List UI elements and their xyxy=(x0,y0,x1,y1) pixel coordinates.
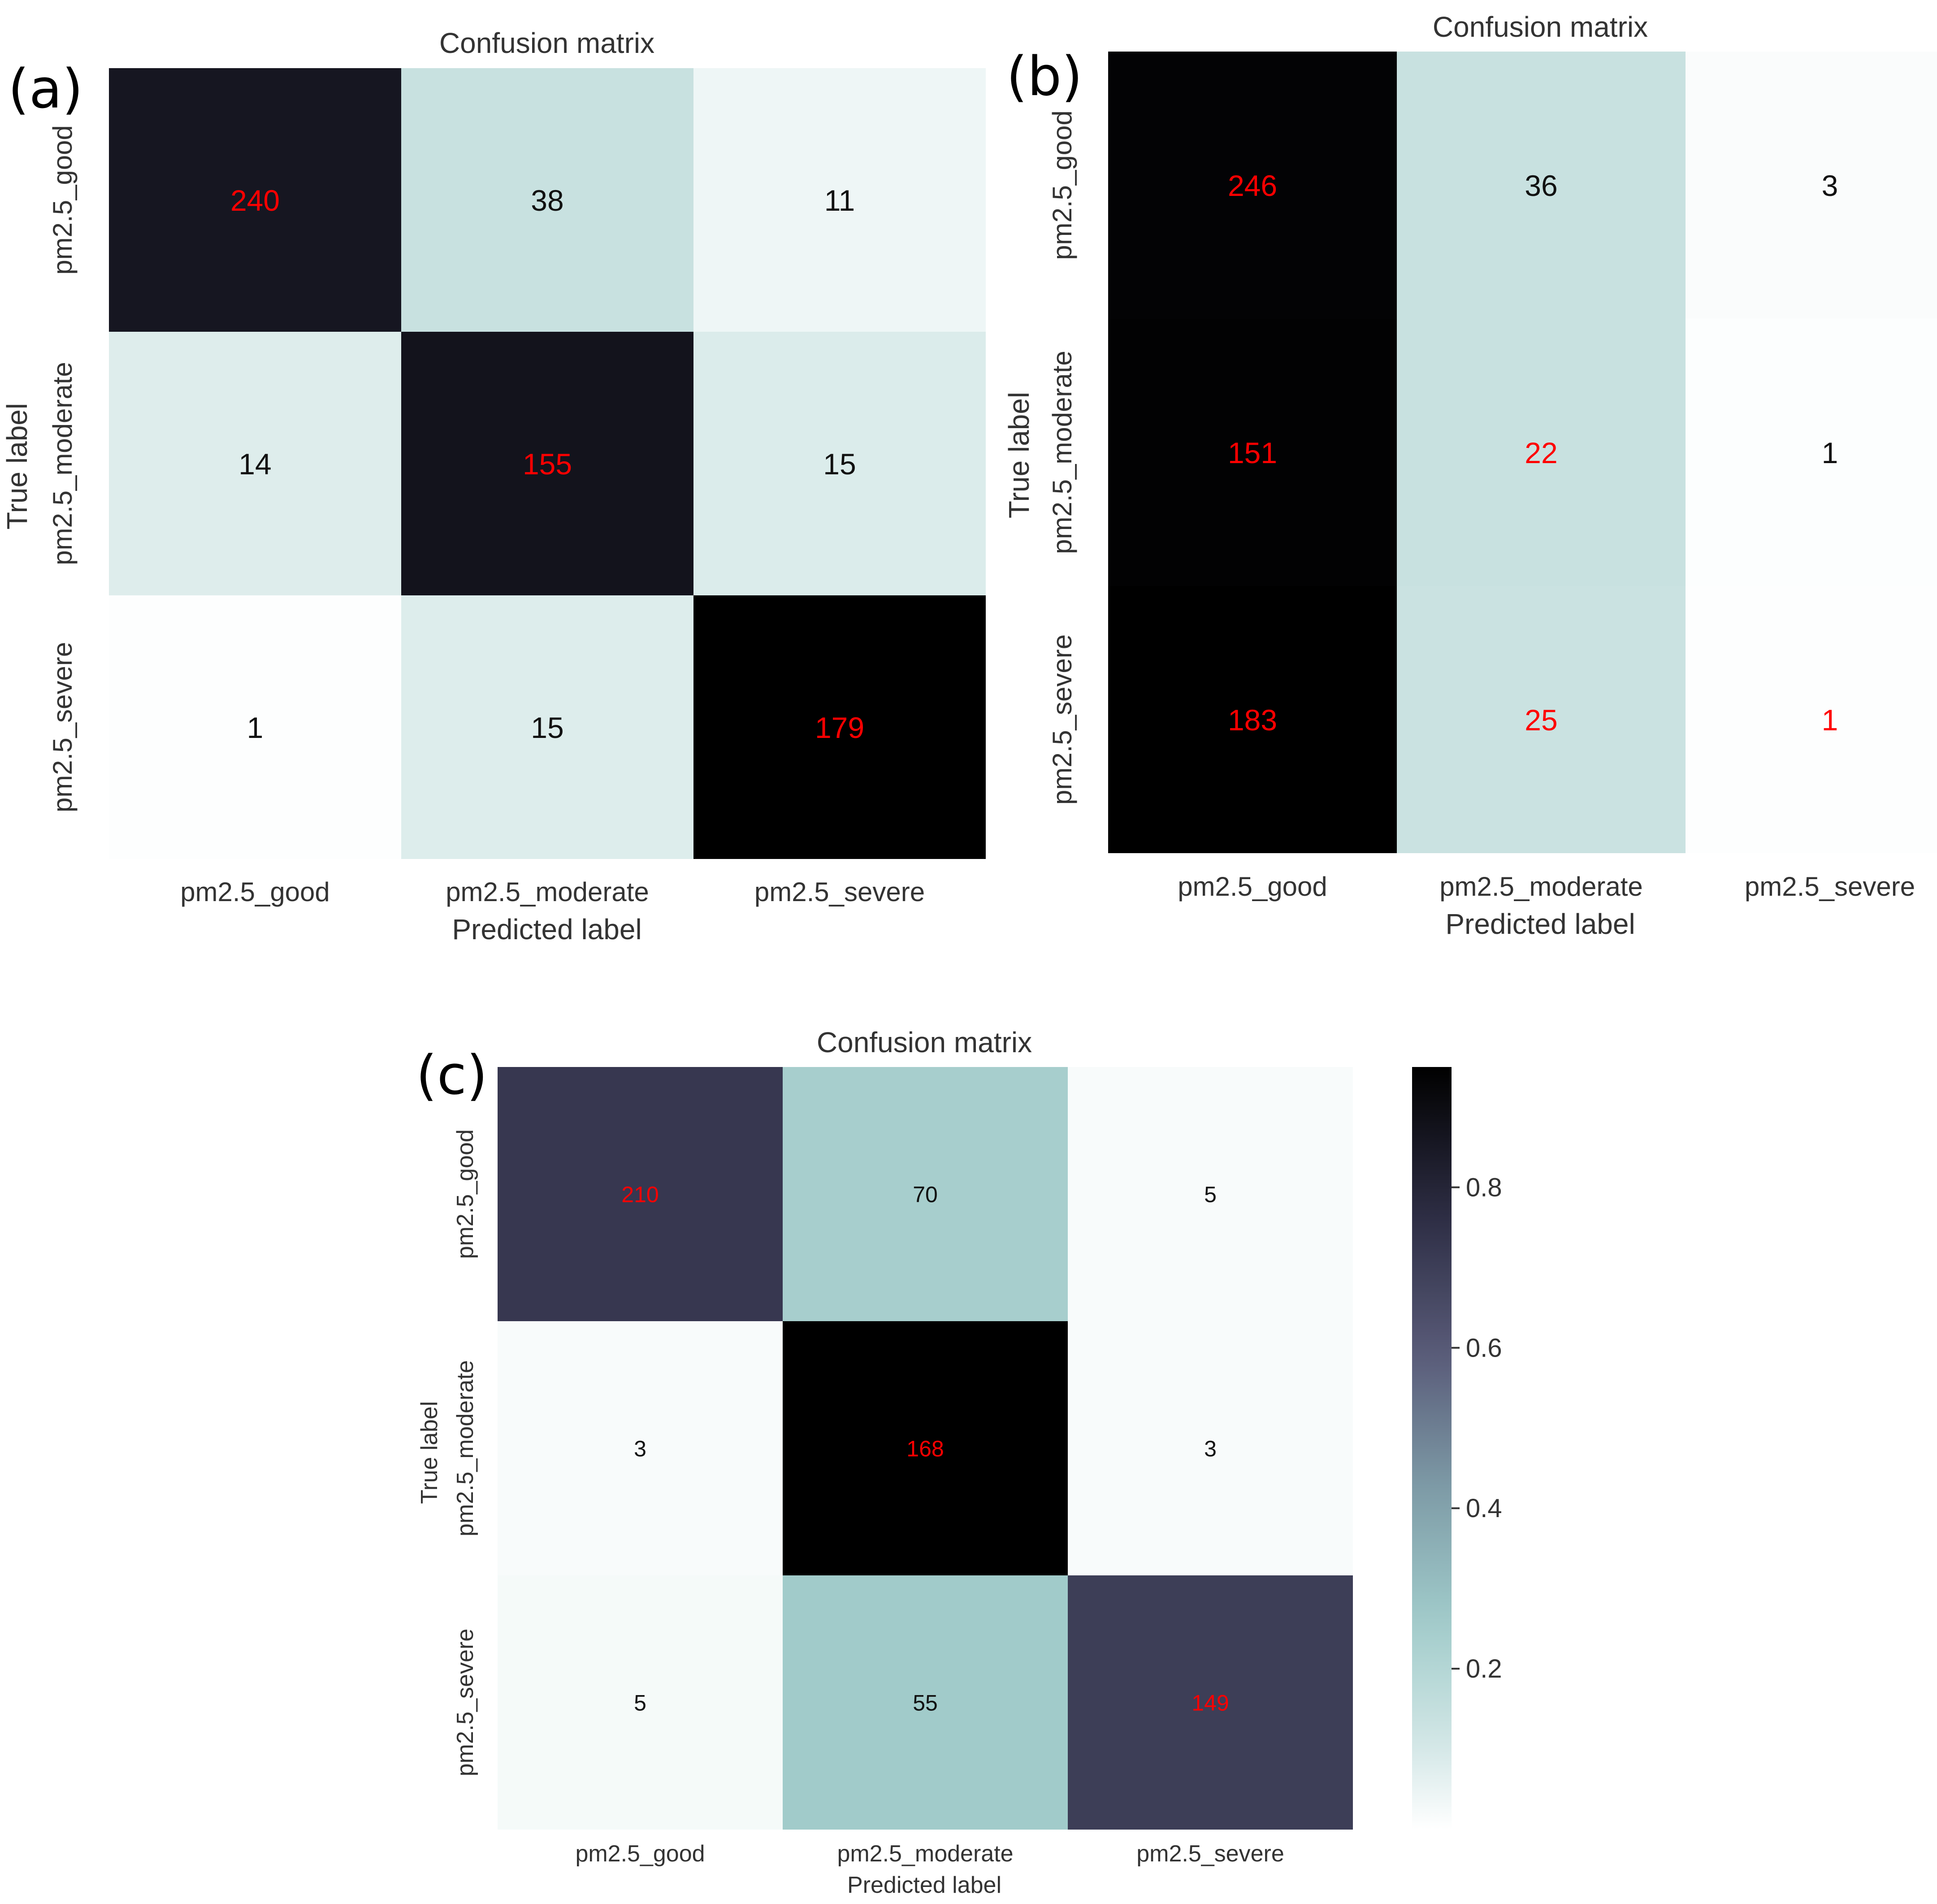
y-tick-label-severe: pm2.5_severe xyxy=(48,642,78,812)
cell-value-moderate-good: 14 xyxy=(238,447,271,481)
cell-moderate-good xyxy=(109,332,401,595)
cell-value-moderate-moderate: 155 xyxy=(523,447,572,481)
x-tick-label-moderate: pm2.5_moderate xyxy=(446,877,649,907)
cell-value-severe-severe: 179 xyxy=(815,711,864,744)
cell-value-good-severe: 3 xyxy=(1822,169,1838,202)
cell-value-moderate-severe: 1 xyxy=(1822,436,1838,469)
cell-value-moderate-moderate: 168 xyxy=(906,1436,944,1462)
y-tick-label-good: pm2.5_good xyxy=(48,125,78,275)
y-tick-label-severe: pm2.5_severe xyxy=(1047,634,1077,805)
cell-value-good-good: 210 xyxy=(621,1182,659,1207)
x-tick-label-good: pm2.5_good xyxy=(575,1841,705,1867)
cell-good-severe xyxy=(693,68,986,332)
y-tick-label-moderate: pm2.5_moderate xyxy=(1047,351,1077,554)
cell-value-good-severe: 5 xyxy=(1204,1182,1217,1207)
cell-severe-good xyxy=(1108,586,1397,853)
cell-severe-moderate xyxy=(401,595,693,859)
cell-value-good-moderate: 38 xyxy=(531,184,563,217)
panel-label: (a) xyxy=(8,58,83,121)
chart-title: Confusion matrix xyxy=(1433,11,1648,43)
cell-value-good-moderate: 70 xyxy=(913,1182,938,1207)
cell-value-good-good: 246 xyxy=(1228,169,1277,202)
cell-value-good-good: 240 xyxy=(230,184,280,217)
cell-value-severe-good: 183 xyxy=(1228,703,1277,737)
cell-value-moderate-good: 3 xyxy=(634,1436,646,1462)
x-tick-label-moderate: pm2.5_moderate xyxy=(837,1841,1013,1867)
chart-title: Confusion matrix xyxy=(439,27,654,59)
cell-good-severe xyxy=(1686,52,1937,319)
x-axis-label: Predicted label xyxy=(1445,908,1635,940)
x-tick-label-severe: pm2.5_severe xyxy=(754,877,925,907)
y-tick-label-good: pm2.5_good xyxy=(1047,110,1077,260)
confusion-matrix-panel-2: 246 36 3 151 22 1 183 25 1 pm2.5_good pm2.5_modera… xyxy=(1003,11,1937,940)
chart-title: Confusion matrix xyxy=(817,1026,1032,1058)
colorbar-tick-label: 0.2 xyxy=(1466,1654,1502,1683)
cell-good-moderate xyxy=(783,1067,1068,1321)
cell-severe-moderate xyxy=(783,1575,1068,1830)
panel-label: (c) xyxy=(416,1045,488,1107)
cell-severe-moderate xyxy=(1397,586,1686,853)
cell-value-severe-moderate: 15 xyxy=(531,711,563,744)
cell-good-good xyxy=(1108,52,1397,319)
cell-moderate-severe xyxy=(1068,1321,1353,1575)
cell-good-moderate xyxy=(401,68,693,332)
y-tick-label-severe: pm2.5_severe xyxy=(452,1629,478,1777)
cell-good-moderate xyxy=(1397,52,1686,319)
colorbar-tick-label: 0.6 xyxy=(1466,1333,1502,1362)
cell-value-moderate-severe: 3 xyxy=(1204,1436,1217,1462)
y-axis-label: True label xyxy=(1,403,33,529)
x-tick-label-good: pm2.5_good xyxy=(180,877,330,907)
x-tick-label-severe: pm2.5_severe xyxy=(1136,1841,1284,1867)
cell-moderate-moderate xyxy=(401,332,693,595)
confusion-matrix-panel-1: 240 38 11 14 155 15 1 15 179 pm2.5_good pm2.5_mode… xyxy=(1,27,986,945)
cell-good-severe xyxy=(1068,1067,1353,1321)
x-axis-label: Predicted label xyxy=(452,913,641,945)
cell-moderate-severe xyxy=(1686,319,1937,586)
cell-severe-good xyxy=(498,1575,783,1830)
cell-value-good-moderate: 36 xyxy=(1525,169,1557,202)
y-tick-label-moderate: pm2.5_moderate xyxy=(452,1360,478,1536)
y-axis-label: True label xyxy=(1003,392,1035,518)
cell-value-severe-moderate: 55 xyxy=(913,1691,938,1716)
cell-moderate-moderate xyxy=(1397,319,1686,586)
colorbar-tick-label: 0.4 xyxy=(1466,1494,1502,1523)
cell-value-good-severe: 11 xyxy=(824,184,855,217)
cell-moderate-good xyxy=(1108,319,1397,586)
y-tick-label-good: pm2.5_good xyxy=(452,1129,478,1259)
cell-good-good xyxy=(109,68,401,332)
cell-value-severe-good: 1 xyxy=(247,711,264,744)
cell-severe-severe xyxy=(1686,586,1937,853)
cell-value-severe-severe: 149 xyxy=(1192,1691,1229,1716)
colorbar xyxy=(1412,1067,1452,1829)
cell-moderate-good xyxy=(498,1321,783,1575)
cell-severe-severe xyxy=(693,595,986,859)
cell-value-moderate-good: 151 xyxy=(1228,436,1277,469)
panel-label: (b) xyxy=(1006,46,1083,108)
cell-moderate-severe xyxy=(693,332,986,595)
x-tick-label-severe: pm2.5_severe xyxy=(1745,872,1915,902)
x-tick-label-good: pm2.5_good xyxy=(1178,872,1327,902)
cell-value-severe-good: 5 xyxy=(634,1691,646,1716)
cell-value-severe-moderate: 25 xyxy=(1525,703,1557,737)
cell-value-moderate-severe: 15 xyxy=(823,447,856,481)
cell-value-severe-severe: 1 xyxy=(1822,703,1838,737)
y-axis-label: True label xyxy=(416,1401,442,1504)
cell-severe-good xyxy=(109,595,401,859)
cell-severe-severe xyxy=(1068,1575,1353,1830)
colorbar-tick-label: 0.8 xyxy=(1466,1173,1502,1202)
cell-value-moderate-moderate: 22 xyxy=(1525,436,1557,469)
y-tick-label-moderate: pm2.5_moderate xyxy=(48,362,78,565)
cell-good-good xyxy=(498,1067,783,1321)
cell-moderate-moderate xyxy=(783,1321,1068,1575)
x-axis-label: Predicted label xyxy=(847,1872,1001,1898)
x-tick-label-moderate: pm2.5_moderate xyxy=(1439,872,1643,902)
